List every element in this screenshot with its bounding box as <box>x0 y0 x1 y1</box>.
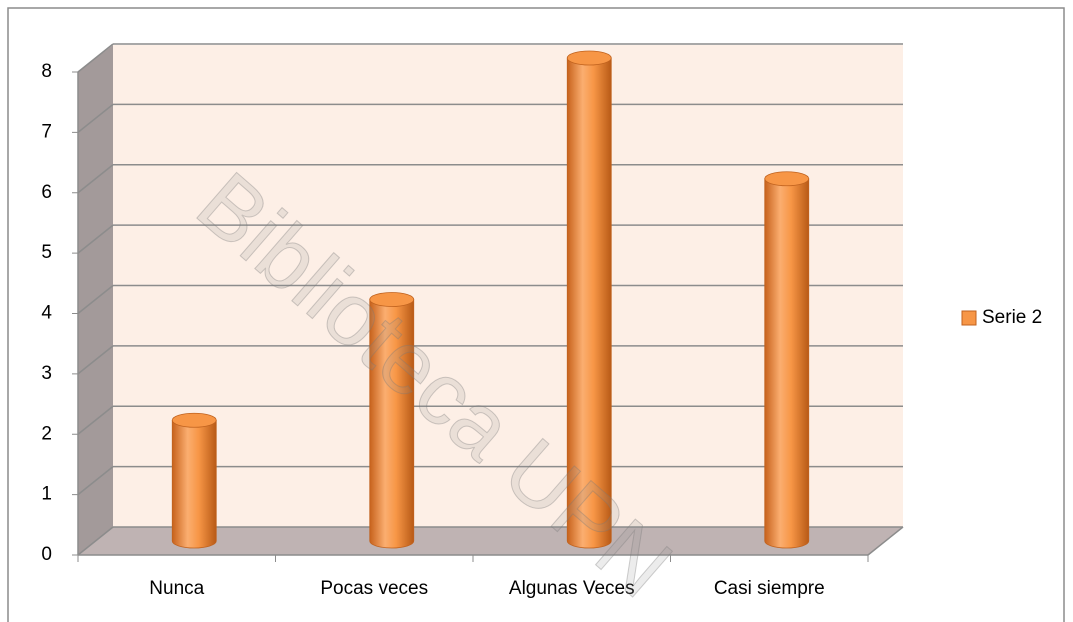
bar <box>171 419 217 549</box>
bar-top <box>566 50 612 66</box>
grid-line-side <box>77 345 114 375</box>
y-tick-label: 7 <box>41 121 52 142</box>
y-tick-label: 0 <box>41 544 52 565</box>
grid-line-side <box>77 284 114 315</box>
y-tick-label: 1 <box>41 484 52 505</box>
bar-top <box>171 412 217 428</box>
legend-label: Serie 2 <box>982 307 1042 328</box>
bar <box>369 299 415 549</box>
bar-top <box>369 292 415 307</box>
y-tick-label: 8 <box>41 61 52 82</box>
legend-swatch <box>961 310 977 326</box>
grid-line-side <box>77 164 114 194</box>
grid-line-side <box>77 103 114 133</box>
x-tick-label: Nunca <box>149 578 204 599</box>
floor-edge <box>867 526 904 556</box>
x-tick-label: Casi siempre <box>714 578 825 599</box>
grid-line-side <box>77 43 114 73</box>
bar <box>764 178 810 549</box>
grid-line-side <box>77 405 114 435</box>
y-tick-label: 4 <box>41 303 52 324</box>
plot: 0 1 2 3 4 5 6 7 8 Nunca Pocas veces Algunas Veces Ca… <box>41 43 1042 599</box>
y-tick-label: 5 <box>41 242 52 263</box>
bar-top <box>764 171 810 187</box>
grid-line-side <box>77 224 114 254</box>
x-tick-label: Algunas Veces <box>509 578 635 599</box>
y-tick-label: 6 <box>41 182 52 203</box>
grid-line-side <box>77 466 114 496</box>
y-tick-label: 2 <box>41 423 52 444</box>
grid-line-side <box>77 526 114 556</box>
bar <box>566 57 612 549</box>
x-tick-label: Pocas veces <box>320 578 428 599</box>
floor <box>78 527 903 555</box>
y-tick-label: 3 <box>41 363 52 384</box>
